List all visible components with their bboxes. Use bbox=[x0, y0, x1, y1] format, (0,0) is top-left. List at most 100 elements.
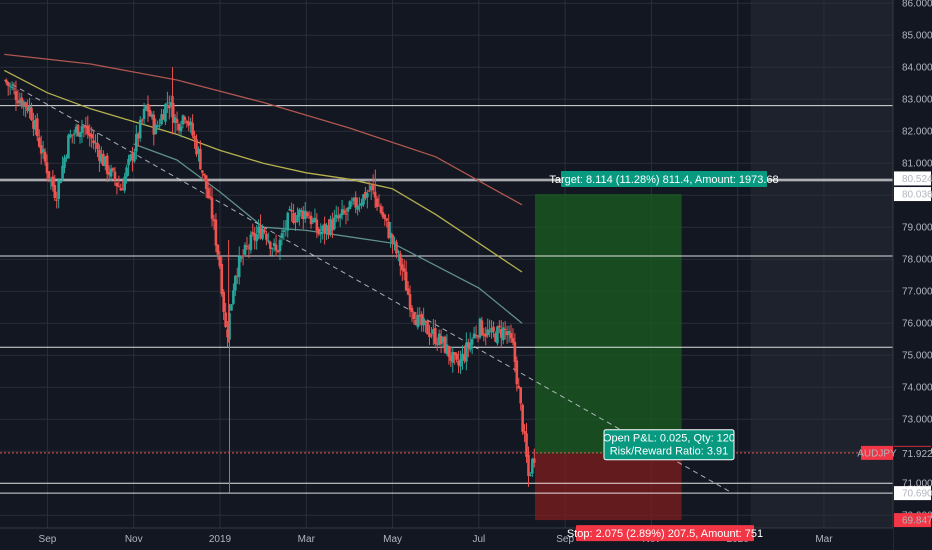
y-tick-label: 76.000 bbox=[902, 319, 932, 330]
candle-down bbox=[191, 122, 194, 136]
candle-down bbox=[443, 336, 447, 353]
candle-up bbox=[486, 329, 489, 336]
candle-up bbox=[230, 304, 233, 311]
trend-line[interactable] bbox=[4, 79, 730, 492]
price-badge bbox=[894, 446, 931, 461]
candle-down bbox=[498, 325, 501, 328]
candle-down bbox=[37, 137, 41, 147]
candle-down bbox=[453, 352, 456, 356]
candle-down bbox=[113, 171, 117, 181]
candle-down bbox=[435, 343, 439, 345]
candle-up bbox=[389, 232, 392, 238]
candle-up bbox=[468, 342, 472, 350]
candle-up bbox=[490, 327, 493, 333]
candle-down bbox=[226, 329, 229, 338]
candle-down bbox=[503, 328, 507, 330]
candle-down bbox=[206, 188, 210, 199]
candle-down bbox=[457, 360, 460, 366]
pnl-label-box bbox=[603, 429, 735, 461]
y-tick-label: 86.000 bbox=[902, 0, 932, 10]
y-tick-label: 79.000 bbox=[902, 223, 932, 234]
candle-down bbox=[36, 118, 39, 137]
candle-down bbox=[505, 331, 509, 336]
target-zone bbox=[534, 194, 682, 454]
candle-down bbox=[499, 329, 503, 338]
x-tick-label: Sep bbox=[39, 534, 57, 545]
candle-down bbox=[84, 127, 88, 129]
candle-up bbox=[100, 154, 103, 163]
y-tick-label: 82.000 bbox=[902, 127, 932, 138]
candle-down bbox=[24, 102, 27, 107]
candle-down bbox=[484, 333, 488, 337]
candle-down bbox=[175, 119, 179, 123]
candle-up bbox=[338, 214, 342, 219]
candle-down bbox=[247, 247, 251, 249]
candle-down bbox=[480, 320, 484, 336]
candle-up bbox=[278, 239, 282, 252]
candle-up bbox=[261, 228, 264, 239]
price-badge-label: 69.847 bbox=[902, 516, 932, 527]
candle-up bbox=[197, 148, 200, 154]
candle-up bbox=[416, 314, 420, 328]
candle-up bbox=[459, 359, 462, 367]
candle-down bbox=[523, 431, 526, 434]
pnl-label-line1: Open P&L: 0.025, Qty: 120 bbox=[603, 433, 735, 445]
candle-up bbox=[63, 157, 66, 168]
candle-down bbox=[86, 125, 90, 135]
candle-down bbox=[96, 142, 99, 150]
candle-up bbox=[507, 330, 511, 335]
candle-up bbox=[41, 149, 45, 152]
candle-up bbox=[61, 165, 64, 180]
candle-down bbox=[4, 79, 8, 83]
candle-up bbox=[239, 256, 243, 259]
x-tick-label: 2019 bbox=[209, 534, 232, 545]
candle-down bbox=[162, 114, 165, 120]
candle-up bbox=[65, 156, 68, 159]
candle-down bbox=[45, 162, 49, 174]
candle-up bbox=[181, 115, 185, 125]
y-tick-label: 77.000 bbox=[902, 287, 932, 298]
candle-down bbox=[404, 271, 408, 291]
candle-up bbox=[358, 204, 361, 206]
candle-down bbox=[199, 148, 202, 170]
candle-up bbox=[352, 197, 356, 202]
candle-up bbox=[158, 125, 161, 127]
candle-down bbox=[494, 333, 497, 342]
candle-down bbox=[428, 333, 431, 338]
candle-down bbox=[466, 342, 470, 348]
candle-up bbox=[451, 352, 455, 363]
candle-up bbox=[329, 218, 332, 235]
candle-up bbox=[366, 192, 369, 198]
candle-up bbox=[288, 208, 291, 211]
candle-down bbox=[268, 241, 272, 249]
candle-down bbox=[193, 135, 196, 140]
candle-up bbox=[160, 114, 163, 125]
candle-up bbox=[313, 217, 317, 223]
symbol-badge-label: AUDJPY bbox=[857, 448, 897, 459]
candle-down bbox=[385, 218, 389, 221]
candle-down bbox=[447, 345, 451, 358]
candle-down bbox=[455, 353, 458, 360]
candle-down bbox=[235, 275, 239, 277]
candle-up bbox=[257, 226, 260, 233]
candle-down bbox=[525, 433, 528, 457]
price-axis-panel bbox=[893, 0, 932, 550]
candle-up bbox=[10, 86, 14, 88]
candle-up bbox=[334, 214, 338, 218]
candle-up bbox=[340, 209, 344, 215]
candle-down bbox=[527, 454, 530, 476]
candle-down bbox=[519, 387, 523, 404]
candle-down bbox=[309, 215, 313, 225]
candle-down bbox=[305, 212, 309, 217]
candle-up bbox=[356, 205, 359, 210]
candle-up bbox=[478, 318, 482, 338]
price-badge bbox=[894, 171, 931, 186]
candle-up bbox=[282, 230, 286, 232]
candle-down bbox=[259, 225, 262, 239]
candle-up bbox=[129, 154, 132, 160]
candle-up bbox=[470, 339, 474, 345]
y-tick-label: 81.000 bbox=[902, 159, 932, 170]
candle-down bbox=[6, 82, 10, 86]
